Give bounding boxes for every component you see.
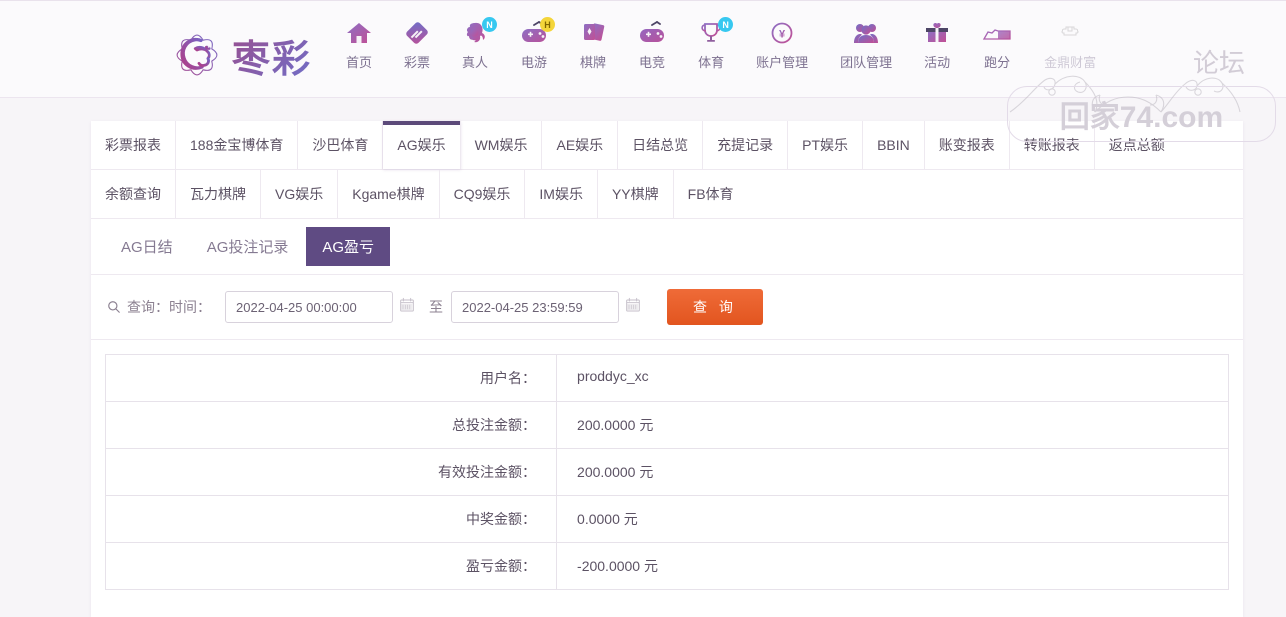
svg-text:¥: ¥ [779,29,786,41]
